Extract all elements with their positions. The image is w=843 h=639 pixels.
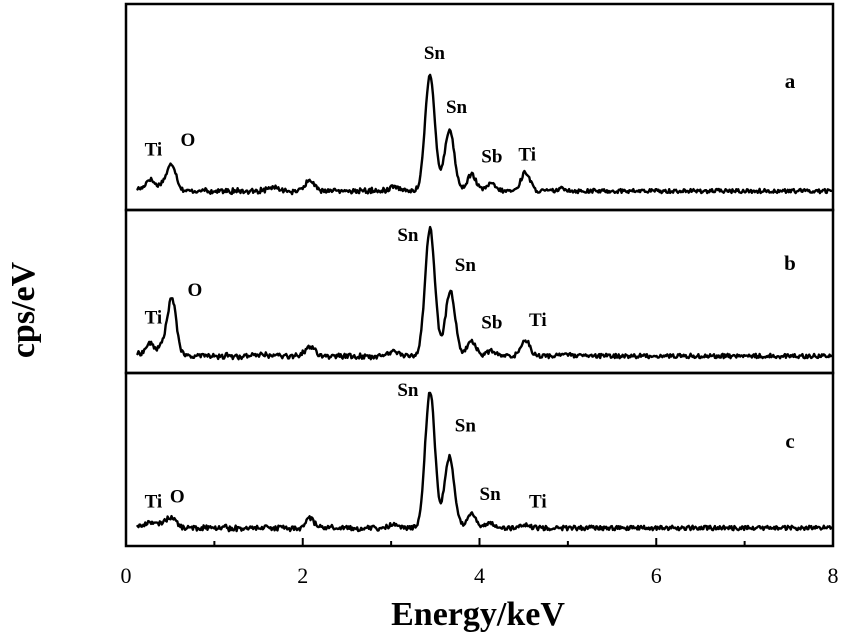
peak-label: O	[188, 280, 203, 301]
peak-label: Ti	[529, 492, 547, 513]
peak-label: O	[170, 487, 185, 508]
panel-b: Ti O Sn Sn Sb Ti b	[124, 208, 835, 375]
peak-label: Sb	[481, 313, 502, 334]
panel-letter: c	[785, 429, 794, 453]
peak-label: Ti	[145, 492, 163, 513]
panel-letter: b	[784, 251, 796, 275]
peak-label: Sn	[424, 43, 446, 64]
spectrum-line-b	[136, 225, 834, 361]
x-axis-title: Energy/keV	[391, 596, 565, 633]
x-tick-label: 8	[828, 563, 839, 588]
peak-label: Ti	[145, 308, 163, 329]
peak-label: O	[180, 130, 195, 151]
peak-label: Sn	[455, 255, 477, 276]
x-tick-label: 6	[651, 563, 662, 588]
peak-label: Sn	[455, 415, 477, 436]
spectrum-line-a	[136, 73, 834, 196]
peak-label: Ti	[145, 140, 163, 161]
y-axis-title: cps/eV	[5, 261, 42, 358]
peak-label: Ti	[529, 310, 547, 331]
panel-frame	[124, 371, 835, 548]
peak-label: Sn	[397, 380, 419, 401]
spectra-panels: Ti O Sn Sn Sb Ti a Ti O Sn Sn Sb Ti b Ti O Sn Sn Sn Ti c	[124, 2, 835, 548]
x-tick-label: 0	[121, 563, 132, 588]
peak-label: Sn	[397, 225, 419, 246]
peak-label: Sn	[446, 97, 468, 118]
spectrum-line-c	[136, 391, 834, 533]
x-tick-label: 2	[297, 563, 308, 588]
peak-label: Sb	[481, 147, 502, 168]
panel-frame	[124, 208, 835, 375]
panel-frame	[124, 2, 835, 212]
x-axis: 0 2 4 6 8	[121, 538, 839, 588]
x-tick-label: 4	[474, 563, 485, 588]
peak-label: Sn	[480, 484, 502, 505]
panel-letter: a	[785, 69, 796, 93]
panel-c: Ti O Sn Sn Sn Ti c	[124, 371, 835, 548]
panel-a: Ti O Sn Sn Sb Ti a	[124, 2, 835, 212]
peak-label: Ti	[518, 144, 536, 165]
